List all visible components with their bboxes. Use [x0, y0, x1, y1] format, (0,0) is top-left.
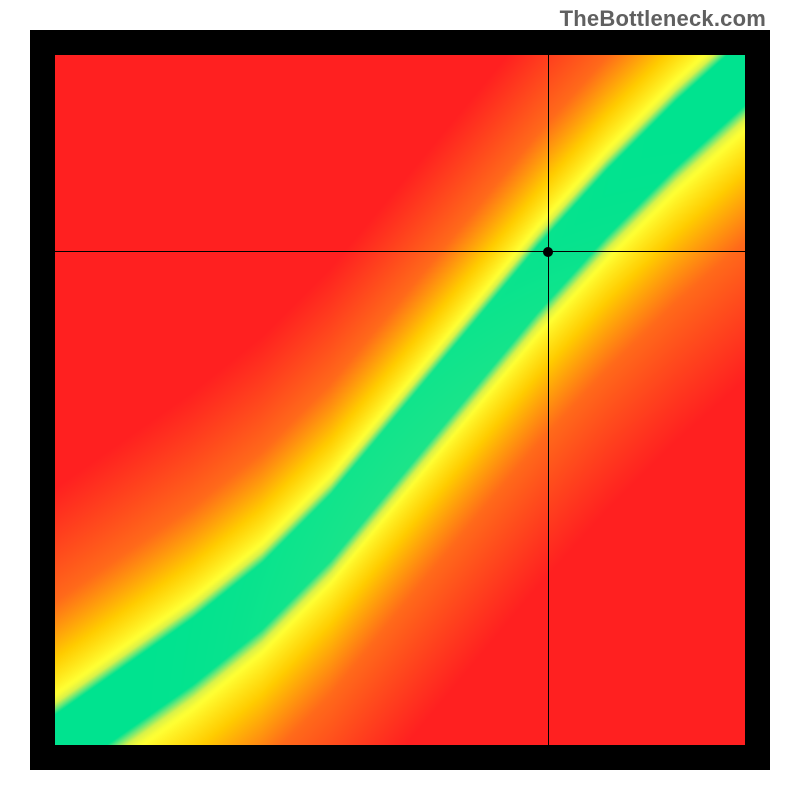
- chart-frame: [30, 30, 770, 770]
- marker-dot: [543, 247, 553, 257]
- crosshair-horizontal: [55, 251, 745, 253]
- crosshair-vertical: [548, 55, 550, 745]
- heatmap-canvas: [55, 55, 745, 745]
- watermark-text: TheBottleneck.com: [560, 6, 766, 32]
- chart-container: TheBottleneck.com: [0, 0, 800, 800]
